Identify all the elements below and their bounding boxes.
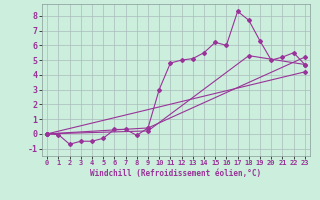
X-axis label: Windchill (Refroidissement éolien,°C): Windchill (Refroidissement éolien,°C) [91, 169, 261, 178]
